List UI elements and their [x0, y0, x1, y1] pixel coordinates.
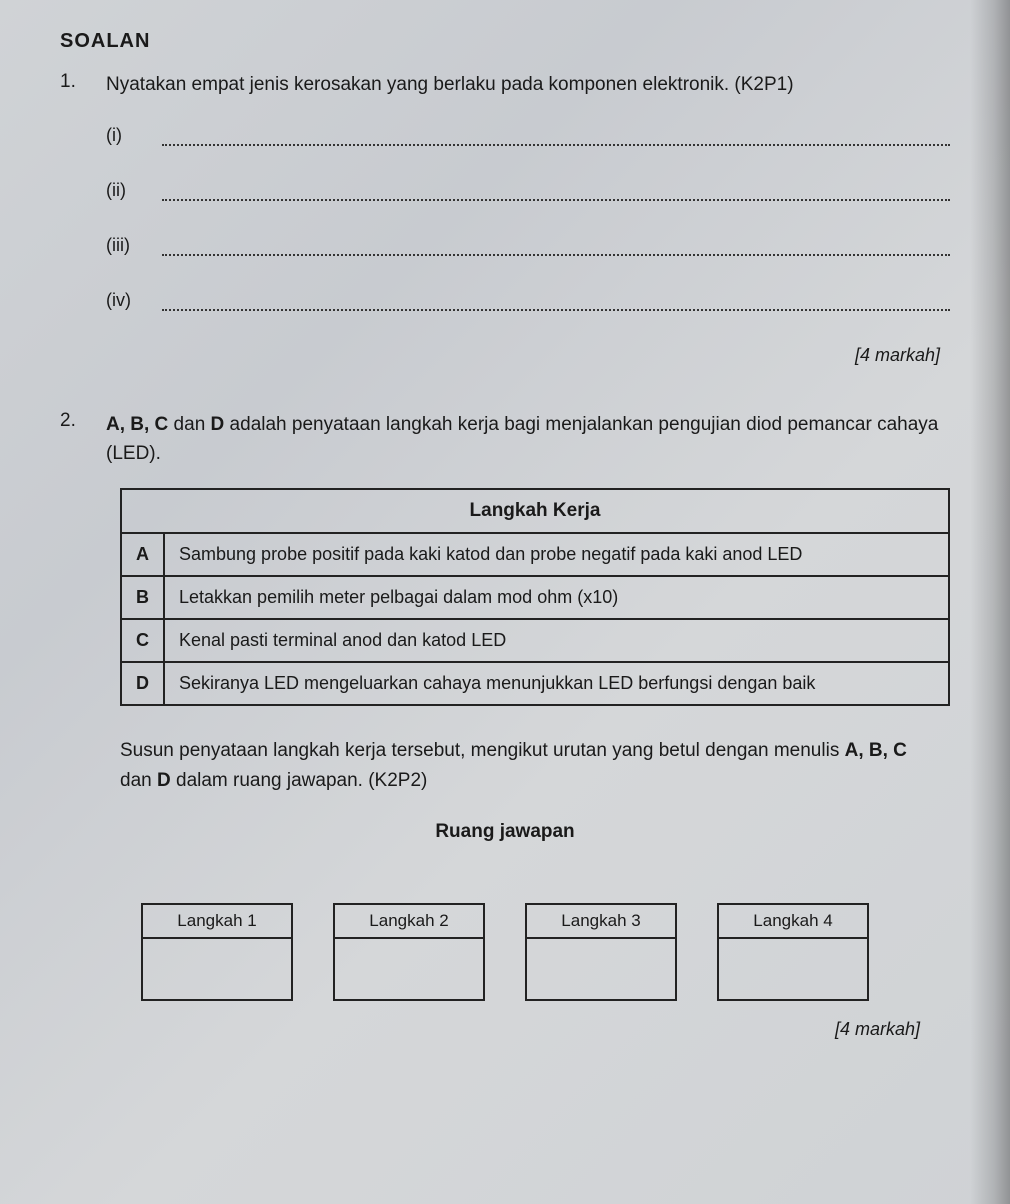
q2-instruction: Susun penyataan langkah kerja tersebut, … [120, 736, 940, 795]
box-header: Langkah 3 [526, 904, 676, 938]
q2-letters: A, B, C [106, 414, 168, 435]
box-header: Langkah 1 [142, 904, 292, 938]
table-row: A Sambung probe positif pada kaki katod … [121, 533, 949, 576]
page: SOALAN 1. Nyatakan empat jenis kerosakan… [0, 0, 1010, 1204]
q2-letter-d: D [211, 414, 225, 435]
blank-label: (ii) [106, 180, 156, 201]
box-header: Langkah 2 [334, 904, 484, 938]
q2-text: A, B, C dan D adalah penyataan langkah k… [106, 410, 950, 469]
box-value[interactable] [526, 938, 676, 1000]
dotted-line[interactable] [162, 199, 950, 201]
question-1: 1. Nyatakan empat jenis kerosakan yang b… [60, 71, 950, 99]
steps-table: Langkah Kerja A Sambung probe positif pa… [120, 488, 950, 706]
blank-label: (i) [106, 125, 156, 146]
dotted-line[interactable] [162, 144, 950, 146]
dotted-line[interactable] [162, 309, 950, 311]
table-row: D Sekiranya LED mengeluarkan cahaya menu… [121, 662, 949, 705]
answer-boxes: Langkah 1 Langkah 2 Langkah 3 Langkah 4 [60, 903, 950, 1001]
table-header-row: Langkah Kerja [121, 489, 949, 533]
blank-label: (iv) [106, 290, 156, 311]
blank-label: (iii) [106, 235, 156, 256]
answer-box: Langkah 2 [333, 903, 485, 1001]
answer-box: Langkah 1 [141, 903, 293, 1001]
answer-space-title: Ruang jawapan [60, 821, 950, 843]
table-row: B Letakkan pemilih meter pelbagai dalam … [121, 576, 949, 619]
question-2: 2. A, B, C dan D adalah penyataan langka… [60, 410, 950, 469]
q1-number: 1. [60, 71, 88, 99]
box-header: Langkah 4 [718, 904, 868, 938]
step-text: Kenal pasti terminal anod dan katod LED [164, 619, 949, 662]
step-text: Sekiranya LED mengeluarkan cahaya menunj… [164, 662, 949, 705]
blank-row: (ii) [106, 180, 950, 201]
step-letter: A [121, 533, 164, 576]
step-letter: D [121, 662, 164, 705]
q1-marks: [4 markah] [60, 345, 940, 366]
table-header: Langkah Kerja [121, 489, 949, 533]
dotted-line[interactable] [162, 254, 950, 256]
box-value[interactable] [718, 938, 868, 1000]
step-letter: C [121, 619, 164, 662]
step-text: Sambung probe positif pada kaki katod da… [164, 533, 949, 576]
section-heading: SOALAN [60, 30, 950, 53]
q2-number: 2. [60, 410, 88, 469]
box-value[interactable] [142, 938, 292, 1000]
step-text: Letakkan pemilih meter pelbagai dalam mo… [164, 576, 949, 619]
blank-row: (iii) [106, 235, 950, 256]
step-letter: B [121, 576, 164, 619]
table-row: C Kenal pasti terminal anod dan katod LE… [121, 619, 949, 662]
answer-box: Langkah 3 [525, 903, 677, 1001]
box-value[interactable] [334, 938, 484, 1000]
blank-row: (iv) [106, 290, 950, 311]
q1-text: Nyatakan empat jenis kerosakan yang berl… [106, 71, 950, 99]
q1-blanks: (i) (ii) (iii) (iv) [106, 125, 950, 311]
answer-box: Langkah 4 [717, 903, 869, 1001]
blank-row: (i) [106, 125, 950, 146]
q2-marks: [4 markah] [60, 1019, 920, 1040]
